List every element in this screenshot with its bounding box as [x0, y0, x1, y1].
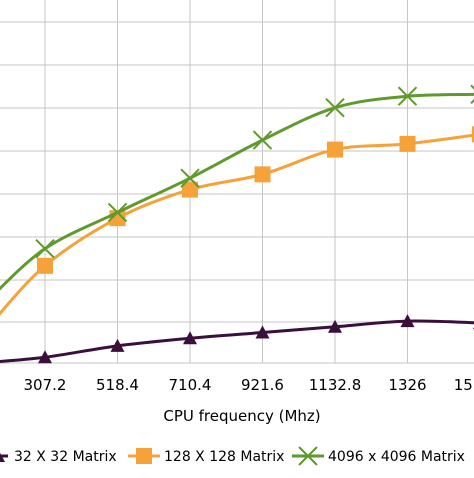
data-point	[107, 202, 128, 223]
legend-marker	[298, 446, 318, 466]
data-point	[397, 86, 418, 106]
series-line	[0, 133, 474, 316]
x-tick-label: 518.4	[96, 376, 139, 394]
data-point	[183, 331, 197, 345]
data-point	[399, 135, 416, 152]
data-point	[37, 257, 53, 274]
legend-item: 128 X 128 Matrix	[128, 448, 284, 465]
data-point	[472, 126, 474, 143]
series-square	[0, 126, 474, 316]
x-tick-label: 710.4	[169, 376, 212, 394]
legend-marker	[0, 452, 5, 462]
x-tick-label: 307.2	[24, 376, 67, 394]
data-point	[38, 350, 52, 364]
legend-label: 128 X 128 Matrix	[164, 449, 284, 465]
data-point	[110, 338, 125, 352]
data-point	[180, 168, 200, 188]
legend-item: 32 X 32 Matrix	[0, 449, 117, 465]
legend-label: 4096 x 4096 Matrix	[328, 449, 465, 465]
data-point	[35, 238, 55, 259]
data-point	[252, 130, 273, 150]
data-point	[325, 97, 345, 118]
data-point	[254, 166, 271, 183]
x-tick-label: 1132.8	[309, 376, 362, 394]
series-line	[0, 319, 474, 363]
series-line	[0, 92, 474, 291]
x-axis-label: CPU frequency (Mhz)	[163, 407, 320, 425]
data-point	[400, 314, 415, 328]
data-point	[255, 325, 270, 339]
series-group	[0, 84, 474, 364]
legend-item: 4096 x 4096 Matrix	[292, 446, 465, 466]
data-point	[327, 141, 343, 158]
data-point	[328, 319, 342, 333]
x-tick-labels: 307.2 518.4 710.4 921.6 1132.8 1326 1516.8	[24, 376, 474, 394]
x-tick-label: 921.6	[241, 376, 284, 394]
data-point	[182, 181, 198, 198]
legend-label: 32 X 32 Matrix	[14, 449, 117, 465]
legend-marker	[136, 448, 152, 464]
x-tick-label: 1516.8	[454, 376, 474, 394]
series-triangle	[0, 314, 474, 364]
series-x	[0, 84, 474, 291]
x-tick-label: 1326	[388, 376, 426, 394]
grid	[0, 0, 474, 364]
legend: 32 X 32 Matrix 128 X 128 Matrix 4096 x 409…	[0, 446, 465, 466]
